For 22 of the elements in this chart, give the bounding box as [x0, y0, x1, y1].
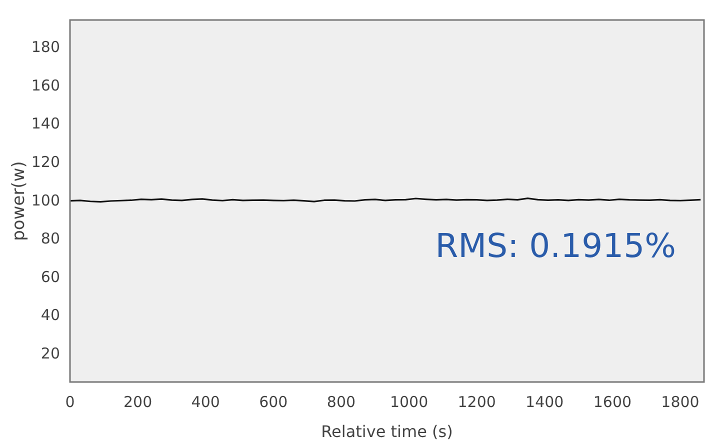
x-tick-label: 200 — [123, 393, 152, 411]
x-axis-title: Relative time (s) — [321, 422, 453, 441]
y-tick-label: 140 — [31, 114, 60, 133]
y-tick-label: 100 — [31, 191, 60, 210]
y-axis-title: power(w) — [9, 161, 29, 241]
x-tick-label: 800 — [326, 393, 356, 411]
y-tick-label: 80 — [40, 230, 60, 248]
y-tick-label: 20 — [40, 344, 60, 363]
x-tick-label: 0 — [65, 393, 75, 411]
x-tick-label: 1600 — [593, 393, 632, 411]
x-tick-label: 1800 — [661, 393, 700, 411]
y-tick-label: 160 — [31, 76, 60, 94]
y-tick-label: 180 — [31, 38, 60, 56]
x-tick-label: 1200 — [458, 393, 496, 411]
x-tick-label: 1400 — [526, 393, 564, 411]
y-tick-label: 120 — [31, 152, 60, 171]
annotation: RMS: 0.1915% — [435, 226, 676, 265]
x-tick-label: 400 — [191, 393, 220, 411]
y-tick-label: 60 — [40, 268, 60, 286]
x-tick-label: 1000 — [390, 393, 428, 411]
y-tick-label: 40 — [40, 306, 60, 324]
x-tick-label: 600 — [259, 393, 288, 411]
